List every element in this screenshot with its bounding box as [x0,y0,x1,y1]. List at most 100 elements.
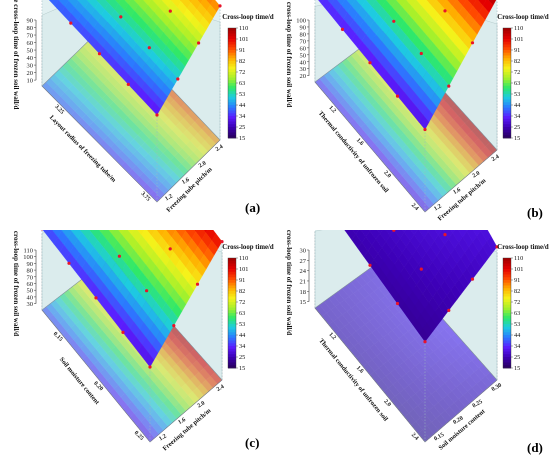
surface-cell [344,230,347,232]
panel-label: (c) [245,435,260,450]
z-tick-label: 60 [300,45,307,52]
colorbar-swatch [503,105,511,109]
colorbar-swatch [228,263,236,267]
surface-cell [203,230,208,233]
surface-plot-d: 30 27 24 21 18 15 The cross-loop time of froze… [285,230,549,452]
colorbar-tick-label: 15 [514,135,520,142]
z-tick-label: 40 [27,55,34,62]
sample-point [172,324,176,328]
surface-cell [48,0,59,7]
colorbar-swatch [503,72,511,76]
z-tick-label: 70 [27,33,34,40]
colorbar-swatch [228,72,236,76]
colorbar-swatch [503,357,511,361]
colorbar-swatch [228,365,236,369]
colorbar-tick-label: 25 [239,354,245,361]
x-tick-label: 2.4 [410,432,420,442]
panel-d: 30 27 24 21 18 15 The cross-loop time of froze… [275,230,550,460]
colorbar-swatch [503,351,511,355]
z-tick-label: 80 [27,268,34,275]
colorbar-swatch [228,33,236,37]
colorbar-tick-label: 63 [514,80,520,87]
colorbar-swatch [228,304,236,308]
colorbar-swatch [228,307,236,311]
colorbar-swatch [228,124,236,128]
colorbar-swatch [503,41,511,45]
colorbar-swatch [228,107,236,111]
colorbar-swatch [503,129,511,133]
colorbar-swatch [503,365,511,369]
colorbar-swatch [228,337,236,341]
colorbar-swatch [228,116,236,120]
colorbar-swatch [228,348,236,352]
colorbar-swatch [228,28,236,32]
colorbar-swatch [503,110,511,114]
colorbar-tick-label: 82 [514,58,520,65]
z-axis-label: The cross-loop time of frozen soil wall/… [285,230,293,335]
colorbar-swatch [503,135,511,139]
colorbar-swatch [503,332,511,336]
surface-cell [450,230,455,234]
colorbar-swatch [503,102,511,106]
colorbar-swatch [503,116,511,120]
colorbar-swatch [228,357,236,361]
x-tick-label: 2.0 [382,399,392,409]
colorbar-swatch [503,313,511,317]
colorbar-swatch [503,291,511,295]
colorbar-swatch [228,83,236,87]
panel-label: (a) [245,200,261,215]
panel-a: 90 80 70 60 50 40 30 20 10 The cross-loop time of… [0,0,275,230]
y-tick-label: 2.4 [215,144,224,153]
sample-point [392,230,396,232]
colorbar-swatch [503,296,511,300]
colorbar-swatch [228,127,236,131]
colorbar-swatch [228,362,236,366]
colorbar-swatch [503,69,511,73]
panel-b: 100 90 80 70 60 50 40 30 20 The cross-loop time o… [275,0,550,230]
colorbar-swatch [503,80,511,84]
panel-label: (b) [527,205,543,220]
z-tick-label: 30 [27,63,34,70]
z-tick-label: 40 [27,294,34,301]
colorbar-swatch [228,266,236,270]
colorbar-swatch [228,30,236,34]
colorbar-swatch [503,288,511,292]
sample-point [340,27,345,31]
colorbar-tick-label: 44 [239,102,246,109]
colorbar-tick-label: 25 [514,124,520,131]
y-tick-label: 2.0 [197,401,206,410]
colorbar-tick-label: 91 [239,277,245,284]
colorbar-title: Cross-loop time/d [222,244,274,251]
sample-point [145,289,149,293]
sample-point [126,82,130,86]
colorbar-swatch [503,99,511,103]
colorbar-tick-label: 53 [239,321,245,328]
colorbar-tick-label: 44 [239,332,246,339]
y-tick-label: 1.2 [164,194,173,203]
colorbar-swatch [228,74,236,78]
y-tick-label: 1.6 [177,417,186,426]
colorbar-swatch [228,96,236,100]
sample-point [117,254,121,258]
colorbar-swatch [228,313,236,317]
surface-cell [86,0,90,3]
z-tick-label: 80 [27,25,34,32]
colorbar-swatch [503,107,511,111]
colorbar-swatch [228,47,236,51]
colorbar-swatch [228,326,236,330]
z-tick-label: 15 [300,299,307,306]
sample-point [195,282,200,286]
colorbar-swatch [228,318,236,322]
colorbar-swatch [228,269,236,273]
colorbar-swatch [228,299,236,303]
colorbar-swatch [503,318,511,322]
colorbar-tick-label: 34 [514,113,521,120]
colorbar-swatch [228,50,236,54]
colorbar-swatch [228,280,236,284]
z-tick-label: 30 [300,66,307,73]
colorbar-swatch [228,41,236,45]
panel-label: (d) [527,440,543,455]
y-tick-label: 1.2 [158,434,167,443]
y-tick-label: 0.15 [433,432,445,442]
